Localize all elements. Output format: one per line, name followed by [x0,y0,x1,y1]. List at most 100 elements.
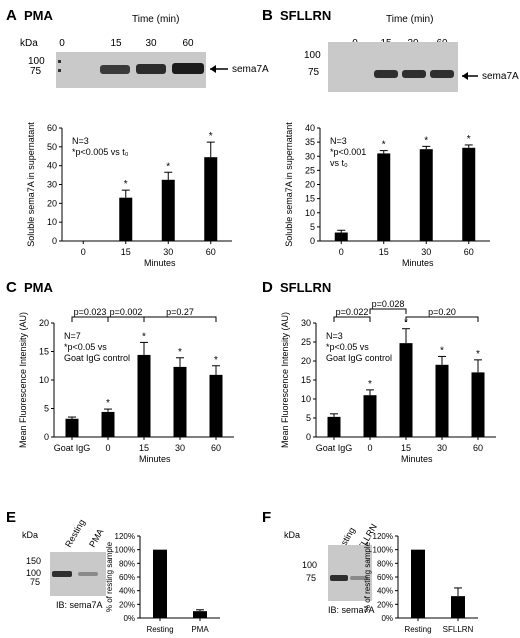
blot-F-kda-label: kDa [284,530,300,540]
bar [65,418,79,437]
blot-B-band-60 [430,70,454,78]
y-tick-label: 10 [47,217,57,227]
y-tick-label: 15 [39,347,49,357]
panel-B-title: SFLLRN [280,8,331,23]
y-tick-label: 25 [305,165,315,175]
blot-A-kda-label: kDa [20,38,38,49]
bar [173,366,187,437]
bar [209,374,223,437]
stats-annotation: N=3 [330,136,347,146]
chart-F: 0% 20% 40% 60% 80% 100% 120% Resting SFLLRN % of … [363,532,478,634]
y-axis-label: Mean Fluorescence Intensity (AU) [280,312,290,448]
blot-A-lane-0: 0 [59,38,65,49]
panel-C-title: PMA [24,280,54,295]
blot-A-marker-dot [58,69,61,72]
blot-B-band-15 [374,70,398,78]
blot-E-marker-75: 75 [30,577,40,587]
stats-annotation: *p<0.05 vs [326,342,369,352]
panel-D-letter: D [262,279,273,296]
x-tick-label: 15 [401,443,411,453]
blot-E-band-pma [78,572,98,576]
blot-F-membrane [328,545,372,601]
significance-star: * [209,131,213,142]
blot-F-band-sfllrn [350,576,368,580]
x-tick-label: 0 [367,443,372,453]
p-value-label: p=0.20 [428,307,456,317]
x-tick-label: PMA [191,625,209,634]
x-tick-label: 0 [105,443,110,453]
blot-A-lane-15: 15 [110,38,122,49]
x-tick-label: Resting [404,625,431,634]
stats-annotation: Goat IgG control [64,353,130,363]
bar [363,395,377,437]
significance-star: * [178,347,182,358]
panel-A-title: PMA [24,8,54,23]
y-axis-label: % of resting sample [105,541,114,612]
blot-A-lane-60: 60 [182,38,194,49]
blot-A-band-15 [100,65,130,74]
significance-star: * [424,135,428,146]
blot-B-time-label: Time (min) [386,14,433,25]
bar [193,611,207,618]
x-axis-label: Minutes [401,454,433,464]
chart-B: 0 5 10 15 20 25 30 35 40 0 * 15 * 30 * 60 Minutes Soluble… [284,122,490,268]
blot-B-band-30 [402,70,426,78]
y-tick-label: 40% [377,587,393,596]
x-tick-label: 15 [139,443,149,453]
blot-F-marker-75: 75 [306,573,316,583]
blot-F-marker-100: 100 [302,560,317,570]
blot-A-marker-100: 100 [28,56,45,67]
significance-star: * [404,318,408,329]
y-tick-label: 20% [119,600,135,609]
y-tick-label: 30 [301,318,311,328]
significance-star: * [166,161,170,172]
y-tick-label: 20 [47,198,57,208]
significance-star: * [106,398,110,409]
y-tick-label: 15 [305,194,315,204]
bar [435,364,449,437]
x-tick-label: Goat IgG [54,443,91,453]
blot-A: kDa Time (min) 0 15 30 60 100 75 sema7A [20,14,269,88]
blot-E-kda-label: kDa [22,530,38,540]
blot-E-band-resting [52,571,72,577]
bar [161,179,175,241]
y-tick-label: 0 [44,432,49,442]
p-value-label: p=0.27 [166,307,194,317]
y-tick-label: 40% [119,587,135,596]
chart-E: 0% 20% 40% 60% 80% 100% 120% Resting PMA % of res… [105,532,220,634]
y-axis-label: Soluble sema7A in supernatant [284,122,294,247]
blot-A-band-60 [172,63,204,74]
p-value-label: p=0.023 [74,307,107,317]
blot-E-lane-pma: PMA [87,527,105,549]
y-tick-label: 0 [306,432,311,442]
blot-A-time-label: Time (min) [132,14,179,25]
y-tick-label: 10 [305,208,315,218]
panel-C-letter: C [6,279,17,296]
y-tick-label: 35 [305,137,315,147]
x-axis-label: Minutes [144,258,176,268]
chart-A: 0 10 20 30 40 50 60 0 * 15 * 30 * 60 Minutes Soluble se… [26,122,232,268]
x-axis-label: Minutes [139,454,171,464]
significance-bracket [333,316,371,322]
blot-E-marker-100: 100 [26,568,41,578]
p-value-label: p=0.002 [110,307,143,317]
significance-bracket [107,316,145,322]
x-tick-label: 0 [81,247,86,257]
y-tick-label: 20 [301,356,311,366]
x-tick-label: Resting [146,625,173,634]
stats-annotation: N=7 [64,331,81,341]
blot-F-band-resting [330,575,348,581]
x-tick-label: SFLLRN [443,625,474,634]
stats-annotation: Goat IgG control [326,353,392,363]
x-tick-label: 30 [421,247,431,257]
y-tick-label: 20% [377,600,393,609]
stats-annotation: *p<0.005 vs t₀ [72,147,129,157]
blot-E-ib-label: IB: sema7A [56,600,103,610]
significance-star: * [440,345,444,356]
blot-E-lane-resting: Resting [63,518,87,549]
x-tick-label: 15 [379,247,389,257]
significance-star: * [124,179,128,190]
stats-annotation: N=3 [72,136,89,146]
x-tick-label: 30 [437,443,447,453]
